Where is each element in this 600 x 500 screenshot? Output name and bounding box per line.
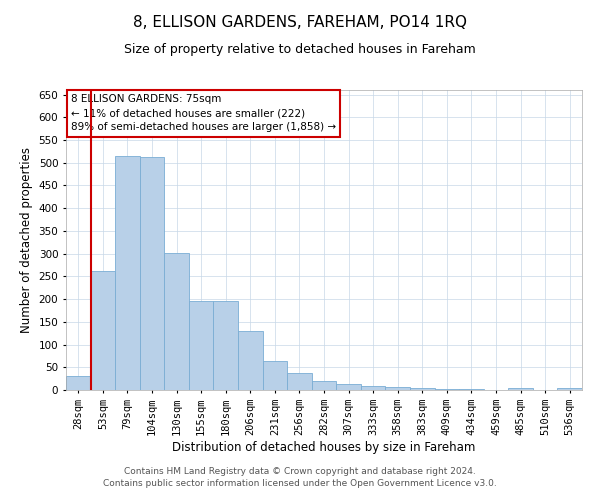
Text: 8, ELLISON GARDENS, FAREHAM, PO14 1RQ: 8, ELLISON GARDENS, FAREHAM, PO14 1RQ xyxy=(133,15,467,30)
X-axis label: Distribution of detached houses by size in Fareham: Distribution of detached houses by size … xyxy=(172,440,476,454)
Bar xyxy=(189,302,214,390)
Bar xyxy=(312,381,336,390)
Bar xyxy=(238,331,263,390)
Y-axis label: Number of detached properties: Number of detached properties xyxy=(20,147,33,333)
Text: 8 ELLISON GARDENS: 75sqm
← 11% of detached houses are smaller (222)
89% of semi-: 8 ELLISON GARDENS: 75sqm ← 11% of detach… xyxy=(71,94,336,132)
Bar xyxy=(508,388,533,390)
Bar xyxy=(140,158,164,390)
Bar xyxy=(214,302,238,390)
Text: Size of property relative to detached houses in Fareham: Size of property relative to detached ho… xyxy=(124,42,476,56)
Bar xyxy=(287,372,312,390)
Bar xyxy=(385,387,410,390)
Bar xyxy=(164,252,189,390)
Bar xyxy=(557,388,582,390)
Bar xyxy=(263,362,287,390)
Bar xyxy=(459,389,484,390)
Bar xyxy=(410,388,434,390)
Bar xyxy=(66,376,91,390)
Bar xyxy=(91,271,115,390)
Bar xyxy=(336,384,361,390)
Bar xyxy=(115,156,140,390)
Text: Contains HM Land Registry data © Crown copyright and database right 2024.
Contai: Contains HM Land Registry data © Crown c… xyxy=(103,466,497,487)
Bar xyxy=(434,388,459,390)
Bar xyxy=(361,386,385,390)
